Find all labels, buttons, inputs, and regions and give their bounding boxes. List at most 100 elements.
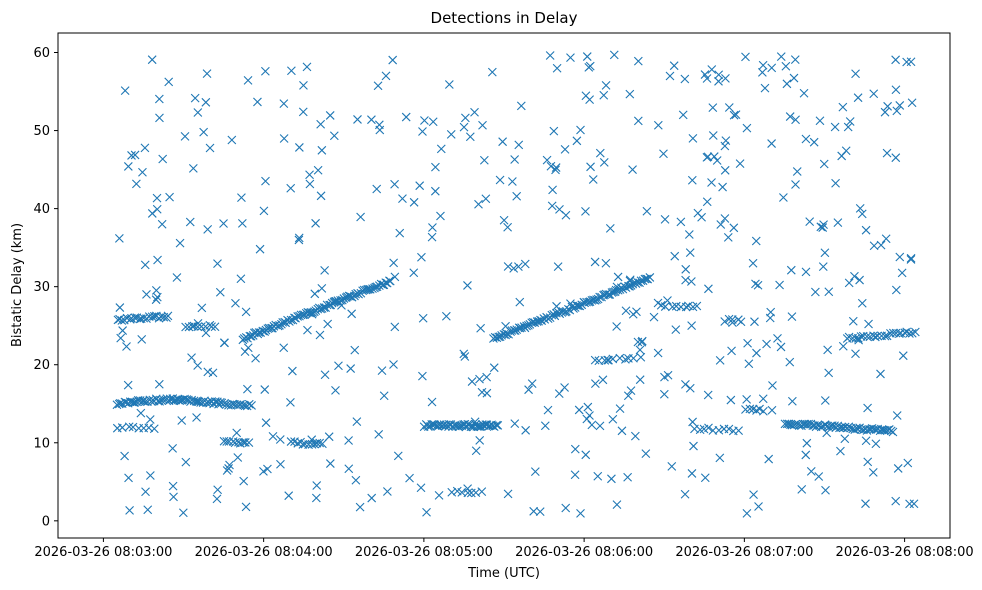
detection-point (188, 163, 198, 173)
detection-point (676, 217, 686, 227)
detection-point (482, 372, 492, 382)
detection-point (374, 429, 384, 439)
detection-point (721, 136, 731, 146)
detection-point (667, 462, 677, 471)
detection-point (838, 423, 848, 433)
detection-point (181, 457, 191, 467)
detection-point (115, 303, 125, 312)
detection-point (470, 417, 480, 427)
detection-point (608, 414, 618, 424)
detection-point (381, 71, 391, 81)
detection-point (790, 55, 800, 65)
detection-point (446, 129, 456, 139)
detection-point (745, 404, 755, 414)
detection-point (583, 402, 593, 412)
detection-point (600, 355, 610, 365)
detection-point (773, 334, 782, 343)
detection-point (851, 69, 860, 79)
detection-point (154, 379, 164, 389)
detection-point (702, 74, 712, 83)
detection-point (185, 217, 195, 227)
detection-point (685, 383, 695, 393)
detection-point (233, 453, 243, 462)
detection-point (824, 287, 834, 297)
detection-point (318, 439, 327, 449)
detection-point (625, 89, 635, 99)
detection-point (863, 457, 873, 467)
detection-point (390, 272, 400, 282)
detection-point (762, 339, 771, 349)
detection-point (213, 259, 222, 268)
chart-title: Detections in Delay (431, 9, 578, 27)
detection-point (213, 485, 223, 495)
detection-point (120, 86, 130, 96)
detection-point (117, 316, 127, 325)
detection-point (735, 159, 745, 169)
detection-point (475, 374, 484, 384)
detection-point (436, 144, 446, 154)
detection-point (840, 434, 850, 444)
detection-point (718, 182, 727, 192)
detection-point (239, 476, 249, 486)
detection-point (898, 351, 908, 361)
detection-point (749, 490, 758, 500)
detection-point (734, 426, 744, 436)
detection-point (475, 436, 485, 445)
detection-point (258, 326, 268, 336)
detection-point (697, 212, 706, 222)
detection-point (703, 390, 713, 400)
detection-point (243, 384, 252, 394)
detection-point (758, 60, 768, 70)
detection-point (782, 79, 792, 89)
detection-point (880, 331, 890, 341)
detection-point (527, 379, 537, 388)
detection-point (799, 88, 809, 98)
detection-point (279, 343, 289, 353)
detection-point (515, 297, 525, 307)
detection-point (893, 464, 903, 473)
detection-point (294, 233, 304, 243)
detection-point (748, 258, 758, 268)
detection-point (140, 260, 150, 270)
detection-point (168, 444, 178, 453)
detection-point (178, 508, 188, 518)
detection-point (776, 342, 786, 352)
detection-point (296, 310, 306, 320)
detection-point (910, 327, 920, 337)
detection-point (147, 209, 157, 218)
detection-point (193, 108, 203, 117)
detection-point (573, 301, 583, 311)
detection-point (720, 214, 730, 223)
detection-point (367, 115, 376, 125)
detection-point (871, 439, 881, 449)
detection-point (224, 464, 233, 473)
detection-point (636, 352, 646, 362)
detection-point (861, 499, 870, 509)
detection-point (582, 52, 592, 61)
detection-point (593, 471, 603, 481)
detection-point (331, 386, 340, 395)
detection-point (641, 449, 651, 459)
detection-point (595, 421, 605, 431)
detection-point (219, 338, 229, 348)
detection-point (576, 509, 585, 518)
detection-point (750, 317, 759, 327)
detection-point (276, 459, 285, 469)
detection-point (751, 279, 760, 289)
detection-point (551, 165, 560, 175)
detection-point (479, 155, 489, 165)
detection-point (514, 140, 524, 150)
detection-point (350, 345, 360, 355)
detection-point (395, 228, 405, 238)
detection-point (123, 380, 133, 390)
detection-point (881, 234, 891, 244)
detection-point (820, 420, 830, 430)
detection-point (792, 167, 802, 176)
detection-point (707, 178, 716, 187)
detection-point (759, 406, 768, 416)
detection-point (785, 357, 795, 367)
detection-point (653, 120, 663, 130)
detection-point (621, 354, 630, 364)
detection-point (263, 464, 272, 474)
detection-point (822, 428, 832, 438)
